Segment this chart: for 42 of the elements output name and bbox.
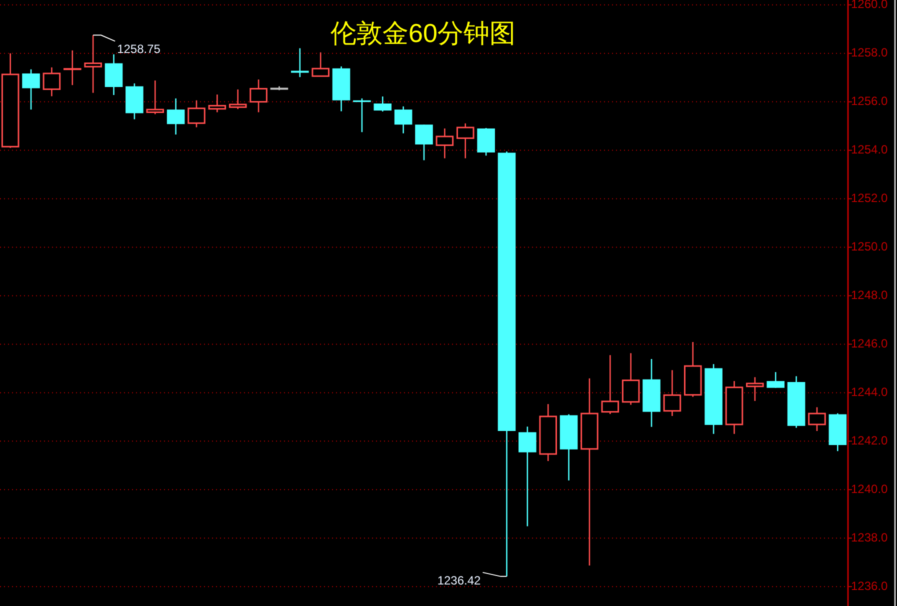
candlestick bbox=[42, 66, 61, 97]
y-tick-label: 1258.0 bbox=[851, 46, 888, 60]
candlestick bbox=[808, 406, 826, 432]
candlestick bbox=[208, 94, 226, 113]
candlestick bbox=[394, 106, 412, 134]
y-tick-label: 1256.0 bbox=[851, 94, 888, 108]
candlestick bbox=[477, 127, 495, 156]
candlestick bbox=[415, 124, 433, 161]
candlestick bbox=[746, 376, 764, 402]
annotation: 1236.42 bbox=[437, 573, 482, 588]
y-tick-label: 1260.0 bbox=[851, 0, 888, 12]
y-tick-label: 1242.0 bbox=[851, 433, 888, 448]
candlestick bbox=[188, 100, 206, 128]
candlestick bbox=[622, 352, 640, 406]
candlestick bbox=[663, 369, 682, 417]
candlestick bbox=[312, 52, 330, 77]
candlestick bbox=[436, 128, 454, 159]
candlestick bbox=[84, 34, 102, 94]
candlestick bbox=[166, 98, 185, 136]
y-tick-label: 1250.0 bbox=[851, 239, 888, 254]
candlestick bbox=[291, 48, 309, 78]
text: 伦敦金60分钟图 bbox=[330, 18, 516, 48]
y-tick-label: 1248.0 bbox=[851, 288, 888, 302]
candlestick bbox=[104, 54, 123, 96]
candlestick bbox=[63, 50, 82, 86]
candlestick bbox=[250, 78, 268, 113]
candlestick bbox=[22, 68, 40, 110]
y-tick-label: 1244.0 bbox=[851, 384, 888, 399]
y-tick-label: 1238.0 bbox=[851, 530, 888, 544]
candlestick bbox=[518, 426, 536, 527]
candlestick bbox=[601, 354, 620, 415]
y-tick-label: 1246.0 bbox=[851, 336, 888, 350]
candlestick bbox=[228, 88, 247, 110]
y-tick-label: 1254.0 bbox=[851, 142, 888, 156]
candlestick bbox=[456, 122, 474, 159]
candlestick bbox=[374, 96, 392, 112]
y-tick-label: 1252.0 bbox=[851, 190, 888, 205]
annotation: 1258.75 bbox=[117, 42, 161, 56]
y-tick-label: 1236.0 bbox=[851, 578, 888, 593]
candlestick bbox=[766, 371, 785, 388]
candlestick bbox=[146, 80, 164, 115]
y-tick-label: 1240.0 bbox=[851, 482, 888, 496]
